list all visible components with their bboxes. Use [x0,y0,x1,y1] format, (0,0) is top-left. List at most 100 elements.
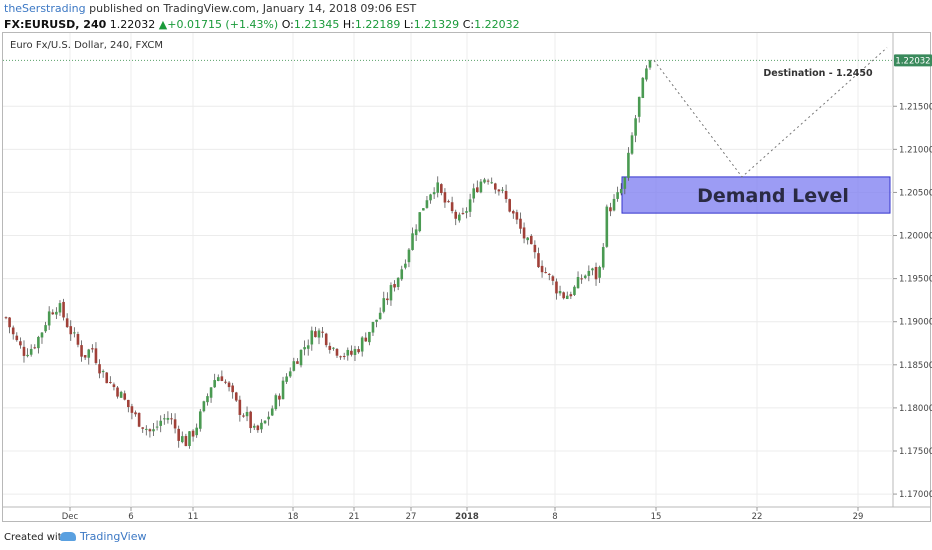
candle-body [224,381,227,383]
candle-body [637,96,641,117]
candle-body [511,211,515,214]
candle-body [483,179,486,183]
candle-body [486,180,490,182]
candle-body [328,345,332,350]
candle-body [476,187,479,193]
candle-body [87,349,91,358]
candle-body [634,118,637,136]
candle-body [612,198,616,211]
demand-zone-rect[interactable] [621,176,891,214]
candle-body [454,211,458,219]
candle-body [184,436,188,447]
x-tick-label: 21 [349,512,360,522]
candle-body [497,189,501,192]
tradingview-logo[interactable]: TradingView [60,530,146,543]
candle-body [69,326,73,335]
candle-body [627,152,630,178]
candle-body [15,335,19,341]
candle-body [285,376,288,382]
candle-body [619,188,623,194]
candle-body [418,212,422,232]
candle-body [393,284,396,288]
candle-body [80,345,83,357]
candle-body [8,317,11,328]
candle-body [33,347,37,349]
candle-body [270,408,274,416]
candle-body [267,416,270,420]
candle-body [407,249,411,263]
candle-body [641,77,645,98]
candle-body [216,377,220,381]
candle-body [533,244,537,253]
candle-body [565,295,569,300]
candle-body [130,406,134,413]
candle-body [472,188,476,199]
candle-body [493,183,497,190]
candle-body [522,227,526,239]
candle-body [465,211,468,213]
candle-body [414,229,418,236]
candle-body [346,349,350,356]
candle-body [159,420,163,426]
candle-body [540,265,544,273]
candle-body [400,269,404,280]
candle-body [26,354,29,357]
y-tick-label: 1.21500 [899,102,932,112]
candle-body [98,364,101,374]
candle-body [47,311,51,326]
candle-body [335,348,339,356]
candle-body [324,333,328,346]
candle-body [501,189,504,191]
candle-body [11,327,15,335]
candle-body [148,429,152,432]
y-tick-label: 1.17500 [899,447,932,457]
candle-body [278,395,281,400]
cloud-icon [60,532,76,541]
candle-body [310,330,314,345]
candle-body [141,427,145,429]
x-tick-label: 11 [188,512,199,522]
candle-body [609,207,612,212]
y-tick-label: 1.18000 [899,404,932,414]
candle-body [598,266,601,278]
y-tick-label: 1.20500 [899,188,932,198]
author-link[interactable]: theSerstrading [4,2,86,15]
candle-body [648,60,652,68]
candle-body [177,428,180,441]
candle-body [213,380,216,388]
low-value: 1.21329 [413,18,460,31]
candle-body [594,266,598,280]
destination-label: Destination - 1.2450 [763,68,873,79]
candle-body [170,418,173,420]
candle-body [134,412,137,415]
candle-body [288,371,292,377]
candle-body [386,298,389,301]
candle-body [526,237,529,241]
candle-body [404,263,407,268]
candle-body [303,347,306,350]
candle-body [292,361,296,371]
x-tick-label: 15 [651,512,662,522]
publication-header: theSerstrading published on TradingView.… [4,2,520,32]
chart-frame [2,32,931,522]
candle-body [468,199,472,212]
candle-body [209,387,213,398]
candle-body [19,341,22,346]
candle-body [127,399,130,408]
candle-body [231,385,234,393]
candle-body [350,350,353,355]
candle-body [105,372,109,384]
candle-body [65,318,69,328]
candle-body [180,436,184,443]
candle-body [544,272,547,274]
close-label: C: [462,18,475,31]
candle-body [479,181,483,193]
candle-body [94,348,98,363]
candle-body [242,415,245,417]
y-tick-label: 1.17000 [899,490,932,500]
candle-body [458,214,461,221]
candle-body [551,276,555,281]
candle-body [368,331,371,343]
candle-body [296,361,299,364]
